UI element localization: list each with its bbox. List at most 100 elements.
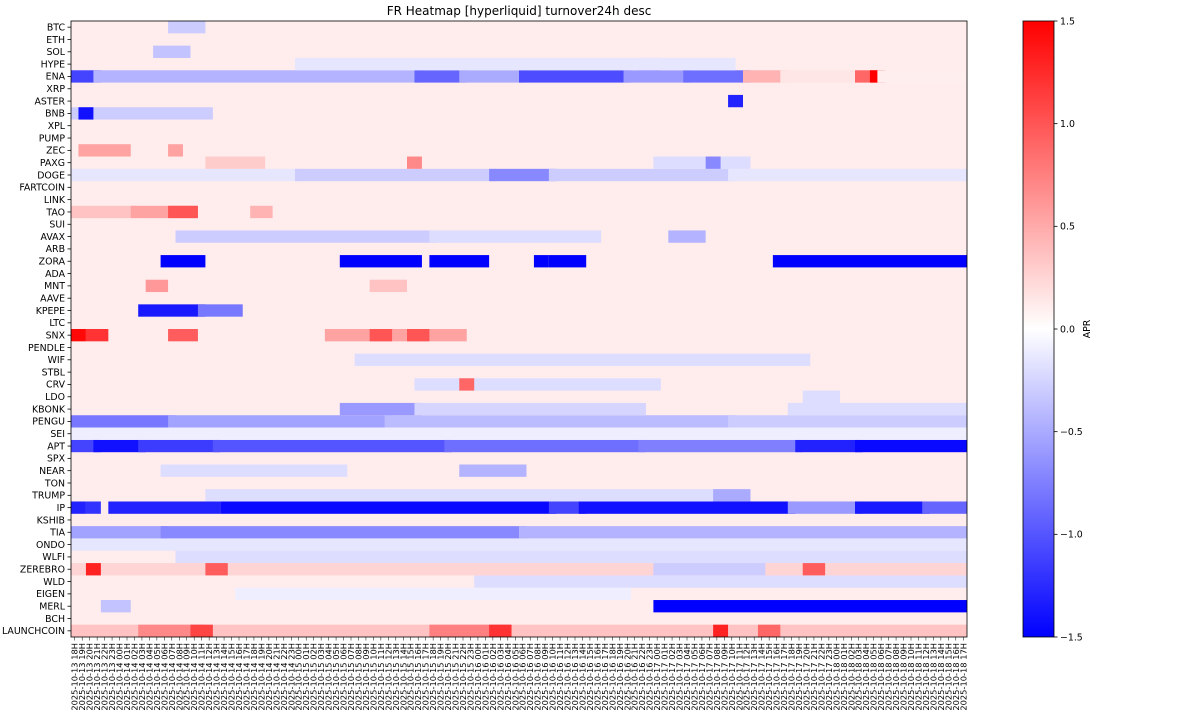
y-tick-label: DOGE [37,170,65,181]
x-tick-label: 2025-10-15 13H [391,643,401,711]
x-tick-label: 2025-10-16 22H [637,643,647,711]
x-tick-label: 2025-10-16 15H [585,643,595,711]
heatmap-cell-kbonk [339,402,422,416]
y-tick-label: TAO [45,207,65,218]
y-tick-label: PAXG [40,158,65,169]
x-tick-label: 2025-10-14 08H [174,643,184,711]
heatmap-cell-zora [533,255,549,268]
y-tick-label: AAVE [40,294,65,305]
y-tick-label: SPX [47,454,66,465]
x-tick-label: 2025-10-15 19H [436,643,446,711]
y-tick-label: KPEPE [36,306,65,317]
heatmap-cell-merl [100,600,131,613]
x-tick-label: 2025-10-14 03H [137,643,147,711]
x-tick-label: 2025-10-17 17H [779,643,789,711]
x-tick-label: 2025-10-15 23H [465,643,475,711]
heatmap-cell-trump [713,489,751,502]
heatmap-cell-sol [153,45,191,58]
x-tick-label: 2025-10-18 11H [913,643,923,711]
x-tick-label: 2025-10-15 12H [383,643,393,711]
x-tick-label: 2025-10-14 07H [167,643,177,711]
heatmap-cell-tao [250,205,273,219]
heatmap-cell-ena [683,70,751,83]
heatmap-cell-doge [295,168,497,182]
heatmap-cell-kbonk [414,402,646,416]
colorbar-tick-label: −1.5 [1060,632,1083,643]
x-tick-label: 2025-10-16 08H [533,643,543,711]
heatmap-cell-crv [414,378,661,391]
x-tick-label: 2025-10-14 21H [271,643,281,711]
heatmap-cell-paxg [653,156,751,169]
heatmap-cell-sei [71,427,967,440]
x-tick-label: 2025-10-18 04H [861,643,871,711]
heatmap-cell-snx [85,329,109,342]
x-tick-label: 2025-10-16 23H [645,643,655,711]
x-tick-label: 2025-10-13 19H [77,643,87,711]
heatmap-cell-tao [168,205,198,219]
chart-title: FR Heatmap [hyperliquid] turnover24h des… [387,4,652,18]
y-tick-label: ARB [46,244,65,255]
y-tick-label: NEAR [39,466,65,477]
x-tick-label: 2025-10-16 21H [630,643,640,711]
x-tick-label: 2025-10-13 20H [85,643,95,711]
heatmap-cell-zerebro [85,563,101,576]
x-tick-label: 2025-10-14 16H [234,643,244,711]
colorbar-tick-label: 1.0 [1060,119,1075,130]
y-tick-label: ENA [46,72,66,83]
y-tick-label: KSHIB [37,515,65,526]
x-tick-label: 2025-10-14 23H [286,643,296,711]
x-tick-label: 2025-10-17 03H [675,643,685,711]
y-tick-label: TIA [49,528,65,539]
x-tick-label: 2025-10-16 11H [555,643,565,711]
x-tick-label: 2025-10-17 23H [824,643,834,711]
y-tick-label: MERL [39,602,66,613]
x-tick-label: 2025-10-18 00H [831,643,841,711]
x-tick-label: 2025-10-14 06H [159,643,169,711]
heatmap-cell-paxg [205,156,266,169]
y-tick-label: WIF [48,355,65,366]
x-tick-label: 2025-10-17 16H [772,643,782,711]
x-tick-label: 2025-10-16 17H [600,643,610,711]
x-tick-label: 2025-10-14 22H [279,643,289,711]
heatmap-cell-apt [444,439,646,453]
x-tick-label: 2025-10-17 19H [794,643,804,711]
heatmap-cell-pengu [384,415,736,428]
y-tick-label: XPL [48,121,66,132]
y-tick-label: SNX [46,330,66,341]
y-tick-label: LDO [45,392,65,403]
heatmap-cell-ip [548,501,587,514]
heatmap-cell-bnb [71,107,213,120]
x-tick-label: 2025-10-18 14H [936,643,946,711]
heatmap-cell-snx [369,329,393,342]
heatmap-cell-zora [429,255,490,268]
heatmap-cell-pengu [168,415,393,428]
x-tick-label: 2025-10-17 07H [704,643,714,711]
x-tick-label: 2025-10-16 13H [570,643,580,711]
heatmap-cell-mnt [145,279,169,293]
heatmap-cell-near [160,464,348,477]
x-tick-label: 2025-10-13 18H [70,643,80,711]
heatmap-cell-aster [728,94,743,108]
heatmap-cell-ena [780,70,863,83]
x-tick-label: 2025-10-15 11H [376,643,386,711]
x-tick-label: 2025-10-15 02H [309,643,319,711]
x-tick-label: 2025-10-17 05H [689,643,699,711]
x-tick-label: 2025-10-14 18H [249,643,259,711]
y-tick-label: LAUNCHCOIN [2,626,65,637]
x-tick-label: 2025-10-14 05H [152,643,162,711]
x-tick-label: 2025-10-16 04H [503,643,513,711]
heatmap-cell-merl [653,600,967,613]
heatmap-cell-zec [78,144,131,157]
x-tick-label: 2025-10-16 12H [563,643,573,711]
x-tick-label: 2025-10-18 10H [906,643,916,711]
colorbar-tick-label: 1.5 [1060,16,1075,27]
x-tick-label: 2025-10-16 05H [510,643,520,711]
y-tick-label: FARTCOIN [19,183,65,194]
heatmap-cell-trump [205,489,721,502]
x-tick-label: 2025-10-18 01H [839,643,849,711]
x-tick-label: 2025-10-15 04H [324,643,334,711]
heatmap-cell-kpepe [197,304,243,317]
